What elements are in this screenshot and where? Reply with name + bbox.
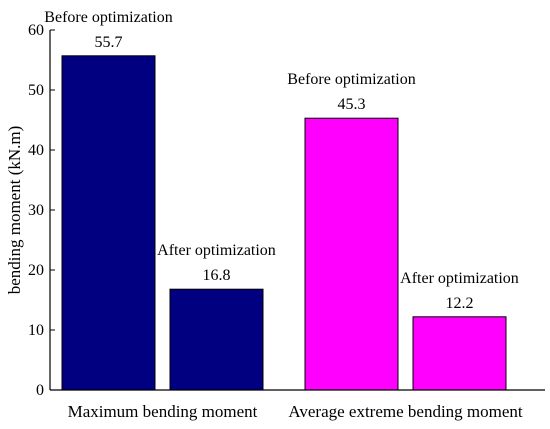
annotations-layer: 55.7 Before optimization 16.8 After optimiz… — [44, 9, 523, 421]
bar-value-label: 12.2 — [446, 295, 474, 312]
bar-series-label: After optimization — [400, 270, 519, 287]
bar-series-label: Before optimization — [44, 9, 172, 26]
bar — [412, 316, 507, 391]
y-tick-label: 60 — [28, 22, 44, 39]
bar-value-label: 55.7 — [95, 34, 123, 51]
y-tick-label: 20 — [28, 262, 44, 279]
y-axis-ticks: 0 10 20 30 40 50 60 — [28, 22, 55, 399]
y-tick-label: 50 — [28, 82, 44, 99]
bar-series-label: Before optimization — [287, 71, 415, 88]
bars-layer — [61, 55, 507, 391]
y-axis-label: bending moment (kN.m) — [5, 126, 24, 295]
bar — [169, 288, 264, 391]
y-tick-label: 0 — [36, 382, 44, 399]
bar-value-label: 45.3 — [338, 96, 366, 113]
y-tick-label: 40 — [28, 142, 44, 159]
y-tick-label: 30 — [28, 202, 44, 219]
bar-series-label: After optimization — [157, 242, 276, 259]
bar — [304, 117, 399, 391]
category-label: Maximum bending moment — [68, 402, 258, 421]
bar-value-label: 16.8 — [203, 267, 231, 284]
bar — [61, 55, 156, 391]
category-label: Average extreme bending moment — [288, 402, 523, 421]
y-tick-label: 10 — [28, 322, 44, 339]
